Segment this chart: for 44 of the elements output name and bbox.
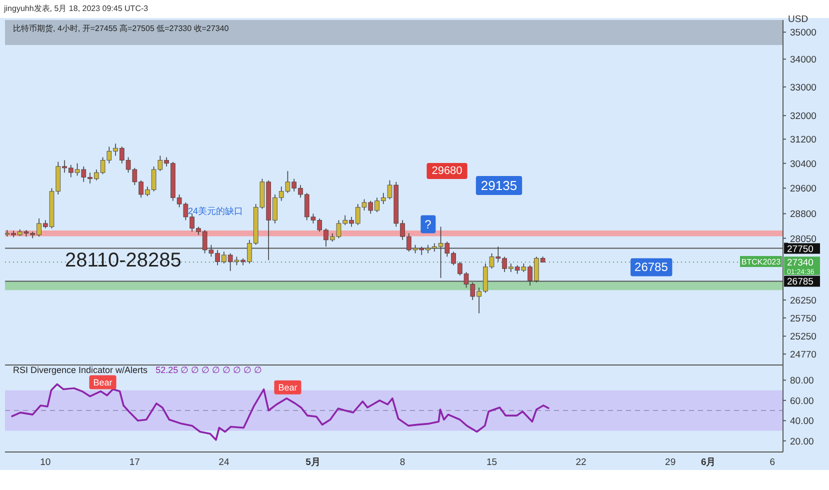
y-tick-label: 28050 [790, 234, 816, 245]
ref-line-label: 26785 [787, 276, 814, 288]
y-tick-label: 33000 [790, 82, 816, 94]
y-tick-label: 28800 [790, 209, 816, 220]
x-tick-label: 6 [770, 457, 776, 468]
text: jingyuhh发表, 5月 18, 2023 09:45 UTC-3 [3, 4, 149, 13]
x-tick-label: 24 [218, 457, 230, 468]
x-tick-label: 8 [400, 457, 406, 468]
ref-line-label: 27340 [787, 258, 814, 269]
annotation: 26785 [634, 260, 668, 274]
y-tick-label: 80.00 [790, 376, 814, 387]
y-tick-label: 26250 [790, 296, 816, 307]
x-tick-label: 10 [40, 457, 51, 468]
annotation: Bear [93, 377, 112, 388]
x-tick-label: 6月 [700, 457, 716, 468]
y-tick-label: 32000 [790, 111, 816, 122]
y-tick-label: 40.00 [790, 416, 814, 428]
x-tick-label: 22 [576, 457, 586, 468]
y-tick-label: 35000 [790, 28, 816, 39]
band-label: 28110-28285 [65, 249, 182, 272]
y-tick-label: 24770 [790, 350, 816, 361]
y-tick-label: 29600 [790, 184, 816, 195]
x-tick-label: 29 [665, 457, 676, 468]
annotation: BTCK2023 [741, 258, 782, 266]
y-tick-label: 34000 [790, 54, 816, 66]
y-tick-label: 60.00 [790, 396, 814, 407]
text: 比特币期货, 4小时, 开=27455 高=27505 低=27330 收=27340 [13, 24, 230, 33]
chart-title: RSI Divergence Indicator w/Alerts [13, 365, 148, 375]
y-tick-label: 31200 [790, 134, 816, 146]
ref-line-label: 27750 [787, 244, 814, 255]
x-tick-label: 17 [129, 457, 140, 468]
y-tick-label: 30400 [790, 158, 816, 170]
annotation: 29135 [480, 178, 518, 193]
annotation: Bear [278, 382, 298, 392]
annotation: 29680 [432, 165, 462, 177]
chart-subtitle: 52.25 ∅ ∅ ∅ ∅ ∅ ∅ ∅ ∅ [156, 365, 262, 375]
y-tick-label: 20.00 [790, 436, 814, 448]
y-tick-label: 25750 [790, 313, 816, 324]
y-axis-title: USD [788, 14, 808, 25]
y-tick-label: 25250 [790, 332, 816, 343]
annotation: ? [424, 217, 432, 232]
annotation: 24美元的缺口 [188, 206, 244, 216]
x-tick-label: 5月 [306, 457, 321, 468]
x-tick-label: 15 [486, 457, 498, 468]
